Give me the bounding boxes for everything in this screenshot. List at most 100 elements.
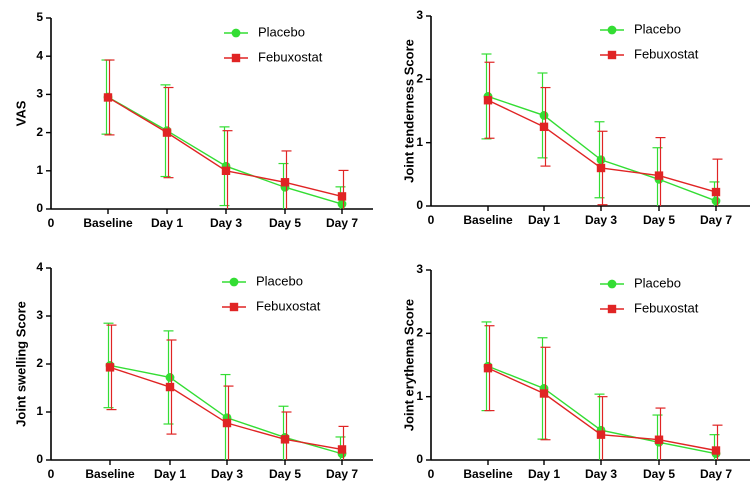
x-tick-label: Baseline xyxy=(463,213,513,227)
x-tick-label: Day 1 xyxy=(151,216,183,230)
data-point xyxy=(539,111,549,120)
legend-label: Placebo xyxy=(256,273,303,288)
y-tick-label: 0 xyxy=(36,452,43,466)
y-axis-label: Joint erythema Score xyxy=(401,299,416,431)
x-origin-label: 0 xyxy=(428,467,435,481)
data-point xyxy=(162,128,172,137)
legend-label: Placebo xyxy=(634,21,681,36)
data-point xyxy=(103,93,113,102)
legend-label: Febuxostat xyxy=(256,298,321,313)
x-tick-label: Day 5 xyxy=(269,216,301,230)
y-tick-label: 3 xyxy=(416,8,423,22)
data-point xyxy=(483,363,493,373)
y-tick-label: 0 xyxy=(36,201,43,215)
x-tick-label: Baseline xyxy=(463,467,513,481)
data-point xyxy=(165,382,175,392)
data-point xyxy=(280,178,290,187)
y-tick-label: 3 xyxy=(36,308,43,322)
legend-marker xyxy=(229,302,239,312)
data-point xyxy=(539,389,549,398)
data-point xyxy=(654,435,664,444)
y-tick-label: 2 xyxy=(36,125,43,139)
data-point xyxy=(280,435,290,444)
data-point xyxy=(483,96,493,105)
data-point xyxy=(165,373,175,382)
chart-panel-3: Joint swelling Score 0 1 2 3 4 0 Baseline Day 1 D… xyxy=(13,260,373,481)
legend-marker xyxy=(607,279,617,289)
x-tick-label: Day 3 xyxy=(210,216,242,230)
y-axis-label: VAS xyxy=(13,100,28,126)
y-tick-label: 0 xyxy=(416,198,423,212)
legend-marker xyxy=(607,50,617,60)
data-point xyxy=(539,122,549,132)
x-tick-label: Day 3 xyxy=(211,467,243,481)
data-point xyxy=(596,155,606,165)
series-febuxostat xyxy=(105,324,349,460)
x-origin-label: 0 xyxy=(48,216,55,230)
y-axis-label: Joint swelling Score xyxy=(13,301,28,427)
legend: Placebo Febuxostat xyxy=(600,21,699,61)
y-tick-label: 5 xyxy=(36,10,43,24)
legend-marker xyxy=(607,25,617,35)
series-placebo xyxy=(103,322,347,460)
legend: Placebo Febuxostat xyxy=(224,24,323,64)
y-tick-label: 2 xyxy=(416,72,423,86)
y-tick-label: 2 xyxy=(416,326,423,340)
legend-marker xyxy=(231,28,241,38)
data-point xyxy=(596,430,606,439)
data-point xyxy=(337,199,347,209)
data-point xyxy=(105,363,115,372)
legend-label: Febuxostat xyxy=(634,300,699,315)
series-placebo xyxy=(101,59,347,209)
x-tick-label: Day 1 xyxy=(154,467,186,481)
x-tick-label: Day 7 xyxy=(326,216,358,230)
legend-label: Placebo xyxy=(258,24,305,39)
data-point xyxy=(596,163,606,173)
data-point xyxy=(711,446,721,455)
legend-label: Febuxostat xyxy=(634,46,699,61)
data-point xyxy=(337,192,347,201)
y-tick-label: 4 xyxy=(36,260,43,274)
x-tick-label: Day 7 xyxy=(326,467,358,481)
y-tick-label: 1 xyxy=(36,163,43,177)
legend-marker xyxy=(607,304,617,314)
legend-marker xyxy=(229,277,239,287)
y-tick-label: 1 xyxy=(416,389,423,403)
y-tick-label: 1 xyxy=(36,404,43,418)
x-tick-label: Day 5 xyxy=(643,467,675,481)
x-tick-label: Day 3 xyxy=(585,467,617,481)
data-point xyxy=(711,196,721,206)
data-point xyxy=(221,166,231,175)
x-tick-label: Baseline xyxy=(85,467,135,481)
data-point xyxy=(711,187,721,197)
y-tick-label: 0 xyxy=(416,452,423,466)
series-placebo xyxy=(481,321,721,460)
x-origin-label: 0 xyxy=(48,467,55,481)
series-febuxostat xyxy=(483,325,723,460)
chart-panel-4: Joint erythema Score 0 1 2 3 0 Baseline Day 1 Da… xyxy=(401,262,750,481)
x-tick-label: Day 7 xyxy=(700,213,732,227)
y-axis-label: Joint tenderness Score xyxy=(401,39,416,183)
y-tick-label: 1 xyxy=(416,135,423,149)
x-tick-label: Day 5 xyxy=(643,213,675,227)
legend: Placebo Febuxostat xyxy=(600,275,699,315)
y-tick-label: 4 xyxy=(36,48,43,62)
data-point xyxy=(337,445,347,454)
x-tick-label: Day 1 xyxy=(528,467,560,481)
x-origin-label: 0 xyxy=(428,213,435,227)
x-tick-label: Day 1 xyxy=(528,213,560,227)
data-point xyxy=(654,171,664,180)
data-point xyxy=(222,418,232,428)
y-tick-label: 3 xyxy=(416,262,423,276)
y-tick-label: 3 xyxy=(36,87,43,101)
chart-panel-2: Joint tenderness Score 0 1 2 3 0 Baseline Day 1… xyxy=(401,8,750,227)
y-tick-label: 2 xyxy=(36,356,43,370)
legend-label: Placebo xyxy=(634,275,681,290)
legend-label: Febuxostat xyxy=(258,49,323,64)
legend-marker xyxy=(231,53,241,63)
x-tick-label: Day 7 xyxy=(700,467,732,481)
x-tick-label: Day 5 xyxy=(269,467,301,481)
series-febuxostat xyxy=(483,61,723,206)
